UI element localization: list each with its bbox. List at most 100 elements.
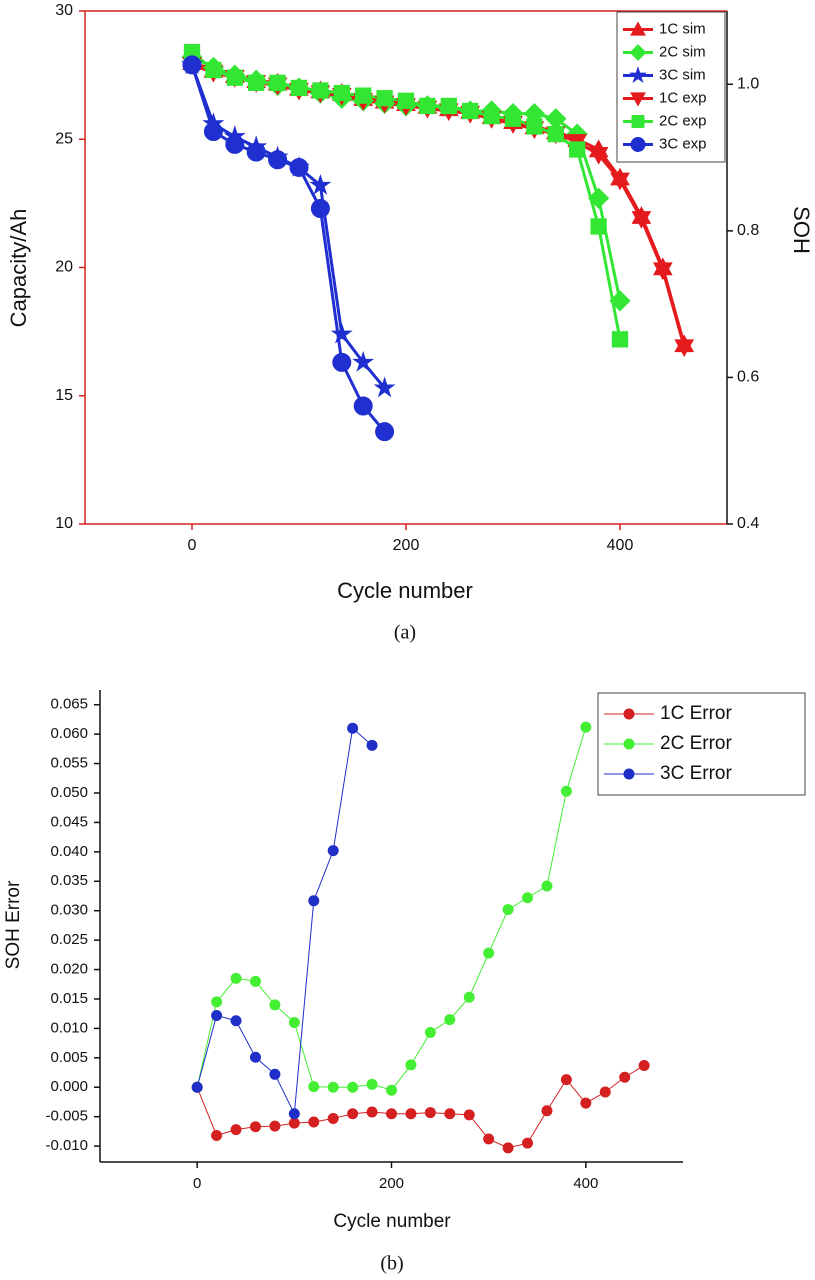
y-tick-label: 20 [55, 259, 73, 276]
marker [588, 146, 609, 165]
marker [347, 1081, 359, 1093]
marker [545, 108, 567, 130]
marker [609, 290, 631, 312]
marker [230, 1124, 242, 1136]
x-tick-label: 0 [188, 537, 197, 554]
y-tick-label: 0.065 [50, 696, 88, 713]
marker [203, 122, 223, 142]
marker [249, 975, 261, 987]
series-line [190, 64, 386, 390]
x-axis-label: Cycle number [337, 578, 473, 603]
marker [541, 880, 553, 892]
y2-axis-label: SOH [789, 206, 814, 254]
marker [541, 1105, 553, 1117]
x-tick-label: 200 [379, 1175, 404, 1192]
marker [268, 150, 288, 170]
marker [424, 1027, 436, 1039]
legend-label: 2C sim [659, 43, 706, 60]
marker [327, 845, 339, 857]
marker [332, 352, 352, 372]
legend-label: 2C Error [660, 733, 732, 754]
y-tick-label: -0.005 [45, 1108, 88, 1125]
marker [587, 187, 610, 209]
marker [440, 97, 457, 115]
marker [405, 1059, 417, 1071]
marker [269, 999, 281, 1011]
marker [502, 904, 514, 916]
marker [610, 172, 630, 191]
y-tick-label: 25 [55, 130, 73, 147]
marker [347, 722, 359, 734]
series-line [196, 1065, 645, 1149]
y-tick-label: 0.030 [50, 902, 88, 919]
marker [191, 1081, 203, 1093]
marker [211, 1130, 223, 1142]
marker [638, 1059, 650, 1071]
y-tick-label: 0.040 [50, 843, 88, 860]
y-tick-label: 0.025 [50, 931, 88, 948]
marker [352, 350, 375, 372]
legend-marker [631, 115, 645, 128]
marker [397, 92, 415, 109]
marker [288, 1017, 300, 1029]
marker [376, 90, 393, 107]
marker [547, 125, 564, 143]
y-tick-label: 15 [55, 387, 73, 404]
marker [483, 108, 500, 125]
y-axis-label: Capacity/Ah [6, 209, 31, 328]
marker [631, 211, 652, 229]
legend-marker [623, 768, 635, 780]
marker [386, 1084, 397, 1096]
y2-tick-label: 0.4 [737, 515, 759, 532]
marker [211, 996, 223, 1008]
marker [182, 55, 202, 75]
y-axis-label: SOH Error [3, 880, 24, 969]
marker [327, 1112, 339, 1124]
y-tick-label: 0.055 [50, 755, 88, 772]
marker [290, 79, 308, 97]
marker [309, 173, 332, 195]
caption: (a) [394, 622, 416, 644]
legend-label: 2C exp [659, 112, 707, 129]
marker [269, 74, 286, 91]
marker [526, 118, 543, 135]
marker [269, 1068, 281, 1080]
y-tick-label: 0.035 [50, 872, 88, 889]
legend-marker [623, 708, 635, 720]
marker [226, 69, 243, 86]
marker [386, 1108, 397, 1120]
legend-marker [630, 92, 646, 107]
marker [225, 134, 245, 154]
marker [483, 1133, 495, 1145]
y2-tick-label: 0.8 [737, 222, 759, 239]
marker [580, 1097, 592, 1109]
marker [522, 892, 534, 904]
legend-label: 1C sim [659, 20, 706, 37]
marker [249, 1121, 261, 1133]
x-tick-label: 400 [607, 537, 634, 554]
marker [405, 1108, 417, 1120]
marker [504, 110, 522, 127]
marker [310, 199, 330, 219]
legend-label: 3C Error [660, 763, 732, 784]
marker [463, 1109, 475, 1121]
series-line [190, 64, 386, 433]
y2-tick-label: 0.6 [737, 369, 759, 386]
legend-label: 3C exp [659, 135, 707, 152]
marker [330, 322, 353, 344]
y-tick-label: 0.000 [50, 1078, 88, 1095]
marker [246, 142, 266, 162]
marker [366, 1078, 378, 1090]
y-tick-label: 30 [55, 2, 73, 19]
y-tick-label: 0.015 [50, 990, 88, 1007]
marker [590, 218, 607, 235]
x-tick-label: 400 [573, 1175, 598, 1192]
y-tick-label: 0.050 [50, 784, 88, 801]
marker [560, 785, 572, 797]
y-tick-label: 0.045 [50, 813, 88, 830]
marker [502, 1142, 514, 1154]
legend-marker [629, 44, 647, 61]
marker [288, 1108, 300, 1120]
series-line [196, 727, 373, 1115]
